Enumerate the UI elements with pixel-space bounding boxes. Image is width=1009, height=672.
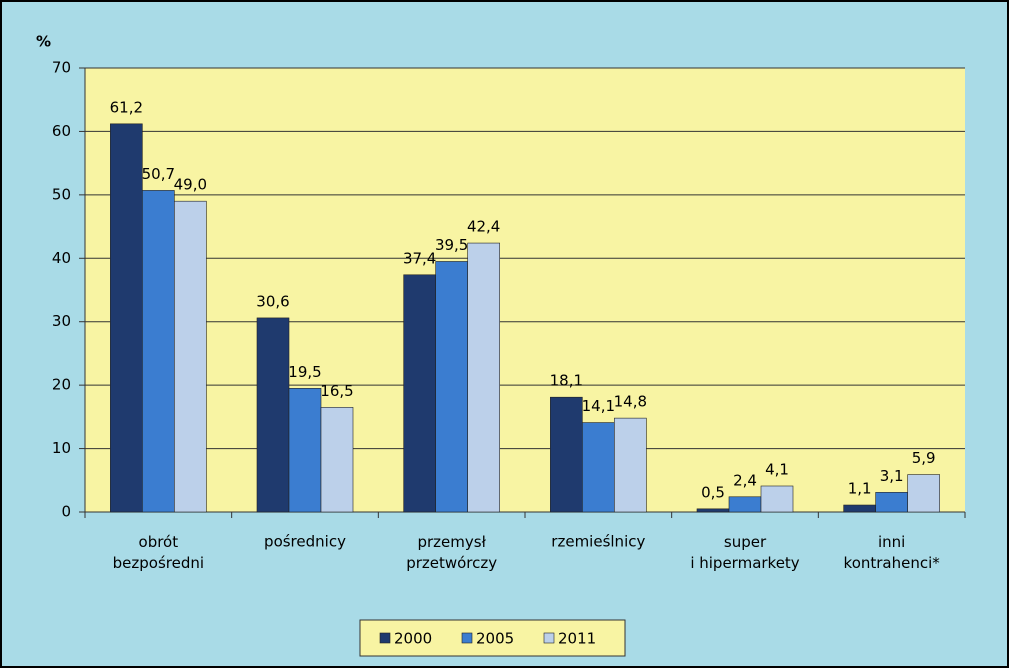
x-tick-label: inni kontrahenci*	[844, 533, 941, 572]
x-tick-label: obrót bezpośredni	[113, 533, 204, 572]
x-tick-label: przemysł przetwórczy	[406, 533, 497, 572]
legend-swatch	[461, 632, 473, 644]
y-axis-unit: %	[36, 33, 51, 51]
legend-label: 2011	[558, 630, 596, 648]
bar	[320, 407, 354, 513]
y-tick-label: 40	[52, 249, 71, 267]
bar	[614, 417, 647, 513]
value-label: 30,6	[256, 292, 289, 310]
value-label: 16,5	[320, 382, 353, 400]
bar	[843, 504, 876, 513]
value-label: 49,0	[174, 176, 207, 194]
bar	[582, 422, 615, 513]
value-label: 2,4	[733, 471, 757, 489]
bar	[550, 396, 583, 513]
y-tick-label: 10	[52, 439, 71, 457]
bar	[174, 200, 207, 513]
bar	[728, 496, 762, 513]
value-label: 3,1	[880, 467, 904, 485]
bar	[288, 388, 322, 513]
legend-label: 2000	[394, 630, 432, 648]
value-label: 61,2	[110, 98, 143, 116]
legend-label: 2005	[476, 630, 514, 648]
value-label: 50,7	[142, 165, 175, 183]
value-label: 37,4	[403, 249, 436, 267]
y-tick-label: 70	[52, 59, 71, 77]
value-label: 42,4	[467, 218, 500, 236]
bar	[760, 485, 794, 513]
value-label: 14,1	[582, 397, 615, 415]
value-label: 0,5	[701, 483, 725, 501]
x-tick-label: rzemieślnicy	[551, 533, 645, 551]
x-tick-label: pośrednicy	[264, 533, 346, 551]
value-label: 14,8	[614, 393, 647, 411]
bar	[435, 261, 468, 513]
bar	[907, 474, 940, 513]
value-label: 1,1	[848, 480, 872, 498]
value-label: 19,5	[288, 363, 321, 381]
bar	[110, 123, 143, 513]
bar	[142, 190, 175, 513]
y-tick-label: 50	[52, 185, 71, 203]
plot-area	[85, 68, 965, 512]
x-tick-label: super i hipermarkety	[690, 533, 799, 572]
bar	[256, 317, 290, 513]
legend-box	[359, 619, 626, 657]
legend-swatch	[379, 632, 391, 644]
y-tick-label: 60	[52, 122, 71, 140]
value-label: 4,1	[765, 460, 789, 478]
bar	[696, 508, 730, 513]
value-label: 39,5	[435, 236, 468, 254]
value-label: 18,1	[550, 372, 583, 390]
bar	[403, 274, 436, 513]
y-tick-label: 30	[52, 312, 71, 330]
legend-swatch	[543, 632, 555, 644]
bar	[875, 492, 908, 513]
y-tick-label: 20	[52, 376, 71, 394]
value-label: 5,9	[912, 449, 936, 467]
bar	[467, 242, 500, 513]
y-tick-label: 0	[61, 503, 71, 521]
